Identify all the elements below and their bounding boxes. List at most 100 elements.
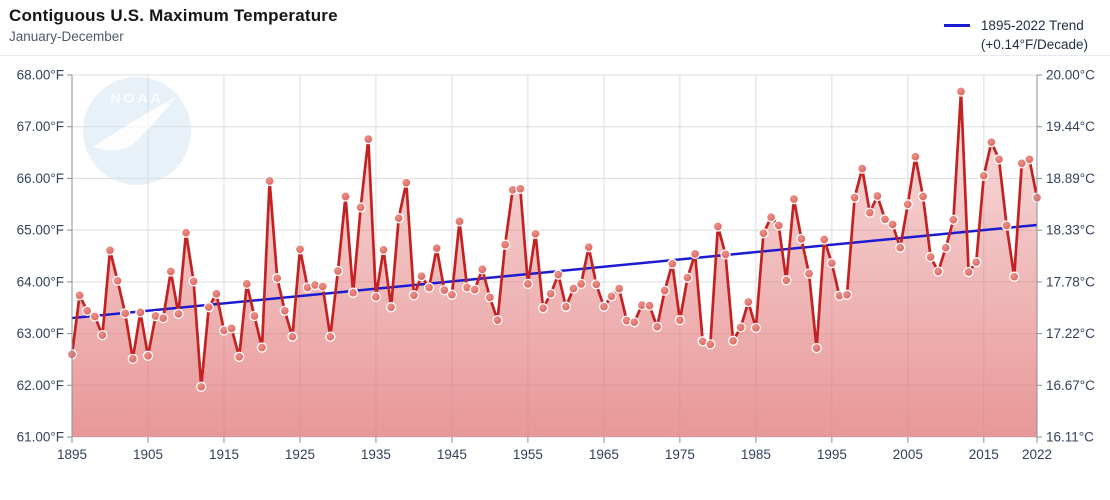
data-point[interactable] (788, 193, 800, 205)
data-point[interactable] (955, 86, 967, 97)
data-point[interactable] (796, 233, 807, 245)
data-point[interactable] (454, 216, 465, 227)
data-point[interactable] (469, 284, 480, 295)
data-point[interactable] (279, 305, 290, 316)
data-point[interactable] (477, 264, 488, 275)
data-point[interactable] (74, 290, 85, 301)
data-point[interactable] (606, 291, 617, 302)
data-point[interactable] (431, 243, 442, 254)
data-point[interactable] (575, 278, 587, 290)
data-point[interactable] (363, 133, 374, 145)
data-point[interactable] (568, 283, 579, 294)
data-point[interactable] (735, 322, 746, 333)
data-point[interactable] (522, 278, 534, 290)
data-point[interactable] (173, 308, 184, 320)
data-point[interactable] (857, 163, 868, 174)
data-point[interactable] (82, 305, 93, 316)
data-point[interactable] (933, 266, 944, 277)
data-point[interactable] (135, 307, 146, 318)
data-point[interactable] (629, 317, 640, 328)
data-point[interactable] (986, 137, 997, 148)
data-point[interactable] (963, 266, 974, 278)
data-point[interactable] (180, 227, 192, 238)
data-point[interactable] (781, 275, 792, 286)
data-point[interactable] (659, 285, 670, 296)
data-point[interactable] (423, 282, 435, 293)
data-point[interactable] (940, 242, 951, 253)
data-point[interactable] (446, 289, 458, 300)
data-point[interactable] (887, 219, 898, 230)
data-point[interactable] (895, 242, 906, 253)
data-point[interactable] (393, 213, 404, 224)
data-point[interactable] (819, 234, 830, 245)
data-point[interactable] (674, 314, 686, 326)
data-point[interactable] (727, 335, 739, 346)
data-point[interactable] (196, 381, 207, 392)
data-point[interactable] (750, 322, 762, 334)
data-point[interactable] (545, 288, 556, 299)
data-point[interactable] (241, 278, 252, 290)
data-point[interactable] (272, 273, 283, 284)
data-point[interactable] (948, 214, 959, 225)
data-point[interactable] (317, 281, 328, 292)
data-point[interactable] (743, 296, 754, 308)
data-point[interactable] (401, 177, 412, 188)
data-point[interactable] (484, 292, 496, 303)
data-point[interactable] (902, 199, 913, 210)
data-point[interactable] (530, 228, 541, 239)
data-point[interactable] (971, 257, 982, 268)
data-point[interactable] (667, 258, 678, 269)
data-point[interactable] (758, 228, 769, 239)
data-point[interactable] (340, 191, 351, 202)
data-point[interactable] (89, 311, 100, 322)
data-point[interactable] (537, 303, 549, 314)
data-point[interactable] (613, 283, 625, 294)
data-point[interactable] (864, 207, 875, 218)
data-point[interactable] (841, 289, 853, 300)
data-point[interactable] (978, 170, 989, 181)
data-point[interactable] (553, 269, 564, 280)
data-point[interactable] (925, 251, 936, 263)
data-point[interactable] (773, 220, 784, 231)
data-point[interactable] (492, 314, 503, 326)
data-point[interactable] (872, 190, 883, 202)
data-point[interactable] (188, 276, 199, 287)
data-point[interactable] (120, 308, 131, 319)
data-point[interactable] (598, 301, 610, 312)
data-point[interactable] (142, 350, 154, 361)
data-point[interactable] (127, 353, 138, 365)
data-point[interactable] (332, 265, 344, 277)
data-point[interactable] (811, 342, 822, 354)
data-point[interactable] (993, 154, 1005, 165)
data-point[interactable] (226, 323, 237, 334)
data-point[interactable] (385, 302, 397, 313)
data-point[interactable] (325, 331, 336, 342)
data-point[interactable] (112, 275, 123, 286)
data-point[interactable] (1009, 271, 1020, 282)
data-point[interactable] (644, 300, 655, 311)
data-point[interactable] (347, 287, 359, 298)
data-point[interactable] (1024, 154, 1035, 165)
data-point[interactable] (370, 291, 382, 303)
data-point[interactable] (165, 266, 176, 277)
data-point[interactable] (378, 244, 389, 255)
data-point[interactable] (591, 279, 602, 290)
data-point[interactable] (264, 175, 275, 187)
data-point[interactable] (211, 288, 222, 299)
data-point[interactable] (765, 212, 777, 223)
data-point[interactable] (651, 321, 663, 332)
data-point[interactable] (560, 301, 572, 312)
data-point[interactable] (294, 244, 306, 255)
data-point[interactable] (408, 290, 420, 301)
data-point[interactable] (682, 272, 693, 283)
data-point[interactable] (499, 239, 511, 250)
data-point[interactable] (917, 191, 929, 202)
data-point[interactable] (287, 331, 298, 342)
data-point[interactable] (712, 221, 724, 232)
data-point[interactable] (203, 302, 214, 313)
data-point[interactable] (910, 151, 921, 162)
data-point[interactable] (879, 214, 891, 225)
data-point[interactable] (803, 268, 815, 279)
data-point[interactable] (689, 248, 701, 260)
data-point[interactable] (720, 249, 731, 260)
